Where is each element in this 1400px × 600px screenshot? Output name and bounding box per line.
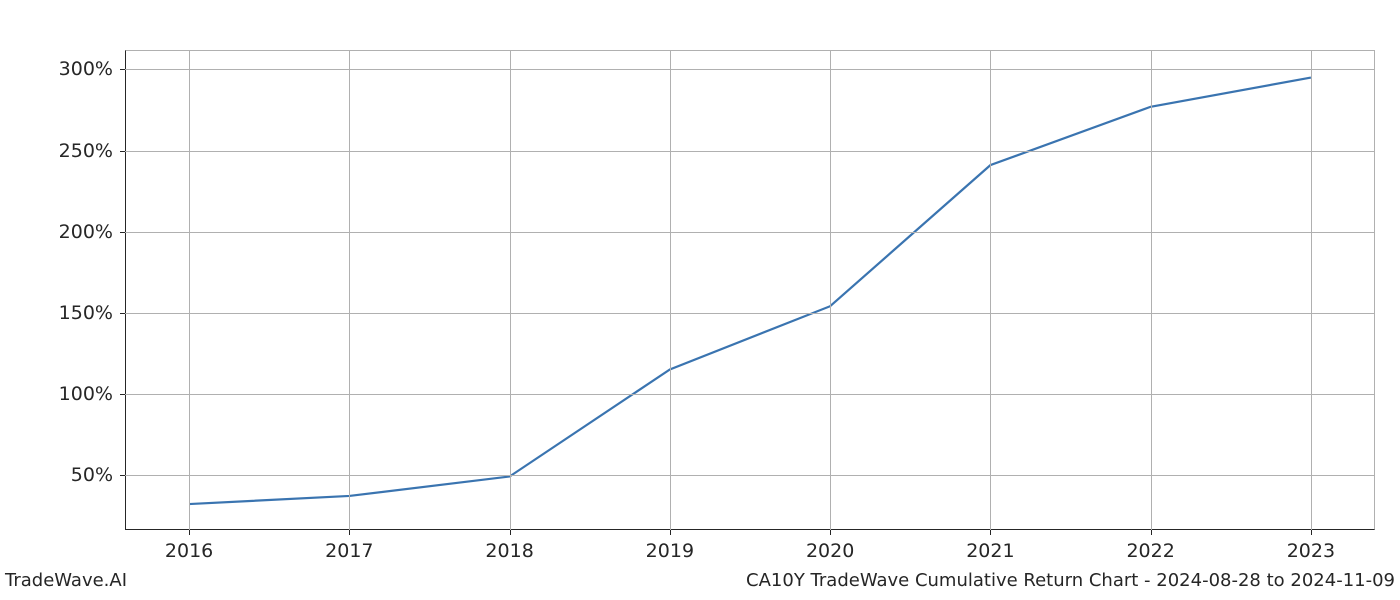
x-tick-mark: [1311, 530, 1312, 535]
footer-caption-text: CA10Y TradeWave Cumulative Return Chart …: [746, 570, 1395, 591]
x-tick-mark: [990, 530, 991, 535]
x-tick-mark: [830, 530, 831, 535]
footer-brand-text: TradeWave.AI: [5, 570, 127, 591]
y-tick-mark: [120, 69, 125, 70]
x-tick-label: 2016: [165, 540, 213, 562]
y-tick-label: 150%: [59, 302, 113, 324]
x-tick-mark: [189, 530, 190, 535]
y-tick-mark: [120, 151, 125, 152]
x-tick-mark: [510, 530, 511, 535]
gridline-vertical: [510, 50, 511, 530]
x-tick-label: 2018: [485, 540, 533, 562]
y-tick-mark: [120, 232, 125, 233]
y-tick-mark: [120, 394, 125, 395]
gridline-horizontal: [125, 69, 1375, 70]
x-tick-mark: [670, 530, 671, 535]
gridline-vertical: [1311, 50, 1312, 530]
y-tick-label: 250%: [59, 140, 113, 162]
gridline-vertical: [990, 50, 991, 530]
x-tick-label: 2021: [966, 540, 1014, 562]
chart-plot-area: 20162017201820192020202120222023: [125, 50, 1375, 530]
gridline-vertical: [670, 50, 671, 530]
x-tick-label: 2022: [1126, 540, 1174, 562]
gridline-horizontal: [125, 394, 1375, 395]
x-tick-label: 2020: [806, 540, 854, 562]
x-tick-label: 2017: [325, 540, 373, 562]
gridline-vertical: [1151, 50, 1152, 530]
gridline-horizontal: [125, 313, 1375, 314]
y-tick-label: 200%: [59, 221, 113, 243]
y-tick-mark: [120, 475, 125, 476]
x-tick-label: 2019: [646, 540, 694, 562]
line-series-svg: [125, 50, 1375, 530]
x-tick-mark: [1151, 530, 1152, 535]
gridline-horizontal: [125, 151, 1375, 152]
gridline-horizontal: [125, 475, 1375, 476]
y-tick-mark: [120, 313, 125, 314]
x-tick-label: 2023: [1287, 540, 1335, 562]
y-tick-label: 50%: [71, 464, 113, 486]
gridline-vertical: [189, 50, 190, 530]
y-tick-label: 300%: [59, 58, 113, 80]
gridline-horizontal: [125, 232, 1375, 233]
gridline-vertical: [830, 50, 831, 530]
gridline-vertical: [349, 50, 350, 530]
y-tick-label: 100%: [59, 383, 113, 405]
x-tick-mark: [349, 530, 350, 535]
